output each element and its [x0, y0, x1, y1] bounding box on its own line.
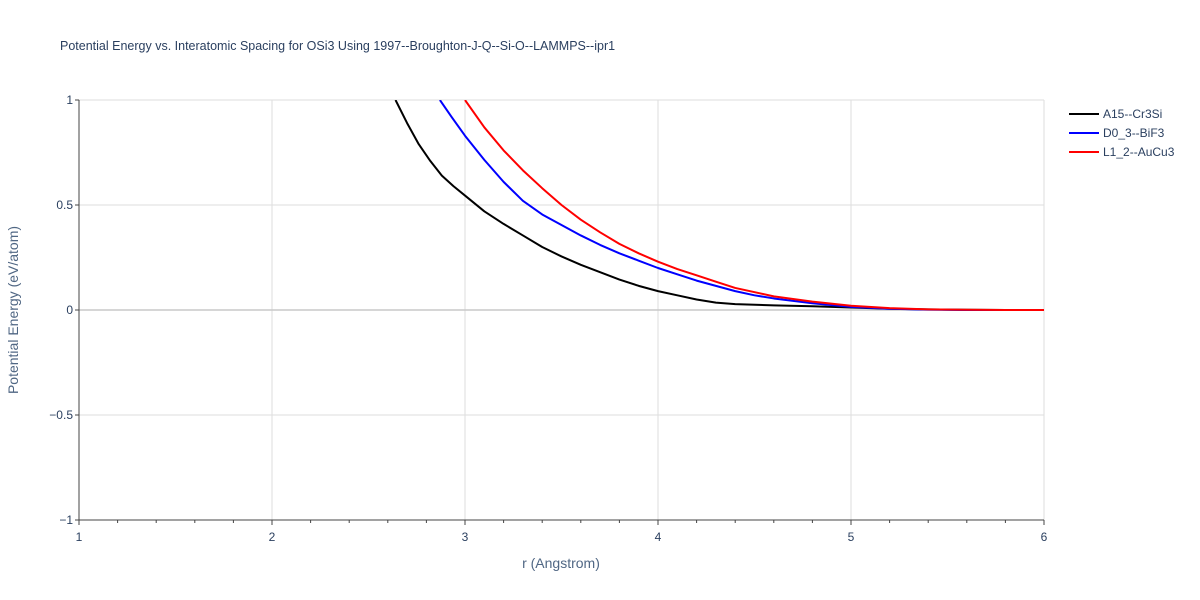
y-axis-title: Potential Energy (eV/atom)	[5, 226, 21, 394]
legend-label: D0_3--BiF3	[1103, 126, 1165, 140]
legend-label: A15--Cr3Si	[1103, 107, 1162, 121]
legend[interactable]: A15--Cr3Si D0_3--BiF3 L1_2--AuCu3	[1069, 107, 1175, 159]
x-tick-label: 5	[848, 530, 855, 544]
axis-layer: 1 2 3 4 5 6 1 0.5 0 −0.5 −1	[49, 93, 1047, 544]
x-tick-label: 4	[655, 530, 662, 544]
legend-item[interactable]: A15--Cr3Si	[1069, 107, 1162, 121]
y-tick-label: −1	[59, 513, 73, 527]
grid-layer	[79, 99, 1045, 520]
series-layer	[394, 100, 1044, 311]
y-tick-label: 1	[66, 93, 73, 107]
x-tick-label: 3	[462, 530, 469, 544]
x-tick-label: 2	[269, 530, 276, 544]
y-tick-label: 0.5	[56, 198, 73, 212]
x-tick-label: 6	[1041, 530, 1048, 544]
y-tick-label: −0.5	[49, 408, 73, 422]
chart-title: Potential Energy vs. Interatomic Spacing…	[60, 39, 615, 53]
legend-item[interactable]: L1_2--AuCu3	[1069, 145, 1175, 159]
y-tick-label: 0	[66, 303, 73, 317]
x-tick-label: 1	[76, 530, 83, 544]
legend-item[interactable]: D0_3--BiF3	[1069, 126, 1165, 140]
series-line-2	[464, 100, 1044, 311]
x-axis-title: r (Angstrom)	[522, 555, 600, 571]
legend-label: L1_2--AuCu3	[1103, 145, 1175, 159]
